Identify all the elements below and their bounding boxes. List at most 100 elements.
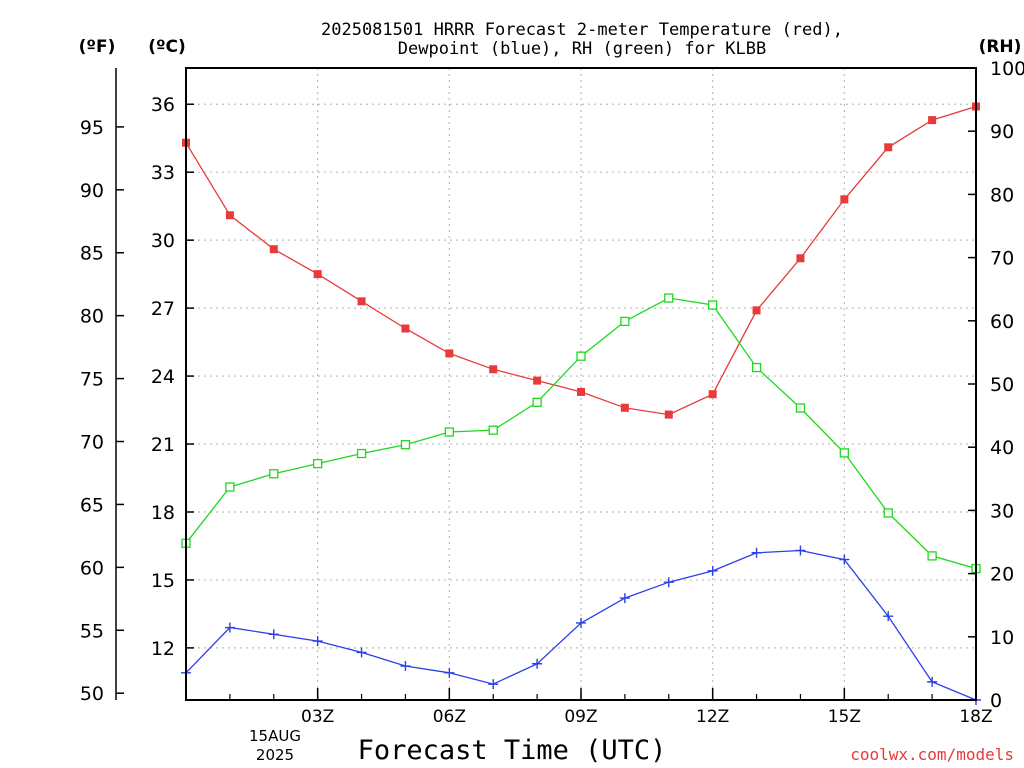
dewpoint-point — [312, 636, 323, 647]
rh-point — [751, 362, 762, 373]
tick-label-celsius: 27 — [151, 298, 175, 320]
dewpoint-point — [532, 658, 543, 669]
series-layer — [181, 102, 981, 705]
rh-point — [532, 397, 542, 407]
dewpoint-point — [268, 629, 279, 640]
temperature-point — [840, 195, 849, 204]
tick-label-rh: 30 — [990, 500, 1014, 522]
plot-frame — [185, 67, 977, 701]
dewpoint-point — [751, 547, 762, 558]
dewpoint-point — [444, 667, 455, 678]
dewpoint-point — [488, 679, 499, 690]
chart-title-line1: 2025081501 HRRR Forecast 2-meter Tempera… — [321, 20, 843, 40]
tick-label-hour: 15Z — [828, 707, 861, 727]
tick-label-rh: 70 — [990, 248, 1014, 270]
dewpoint-point — [663, 577, 674, 588]
rh-point — [313, 458, 323, 469]
rh-point — [356, 448, 367, 459]
rh-point — [795, 403, 806, 413]
rh-point — [839, 448, 849, 458]
tick-label-rh: 50 — [990, 374, 1014, 396]
dewpoint-point — [883, 611, 894, 622]
gridlines — [186, 68, 976, 700]
dewpoint-point — [576, 617, 586, 628]
tick-label-celsius: 24 — [151, 366, 175, 388]
rh-point — [488, 425, 498, 435]
dewpoint-point — [927, 676, 938, 687]
rh-point — [883, 508, 893, 518]
tick-label-fahrenheit: 50 — [80, 683, 104, 705]
temperature-point — [884, 143, 893, 152]
rh-point — [927, 551, 937, 561]
x-date-label-month: 15AUG — [249, 727, 301, 745]
tick-label-fahrenheit: 60 — [80, 557, 104, 579]
dewpoint-point — [356, 647, 367, 658]
rh-unit-label: (RH) — [979, 37, 1022, 57]
tick-label-hour: 06Z — [433, 707, 466, 727]
tick-label-rh: 100 — [990, 58, 1024, 80]
temperature-point — [752, 306, 761, 315]
rh-point — [576, 351, 586, 361]
chart-title-line2: Dewpoint (blue), RH (green) for KLBB — [398, 39, 766, 59]
temperature-point — [489, 365, 498, 374]
dewpoint-point — [224, 622, 235, 633]
tick-label-rh: 40 — [990, 437, 1014, 459]
dewpoint-point — [707, 565, 718, 576]
tick-label-hour: 12Z — [696, 707, 729, 727]
tick-label-fahrenheit: 80 — [80, 306, 104, 328]
tick-label-celsius: 30 — [151, 230, 175, 252]
fahrenheit-unit-label: (ºF) — [79, 37, 116, 57]
temperature-point — [313, 270, 322, 279]
tick-label-hour: 03Z — [301, 707, 334, 727]
temperature-point — [445, 349, 454, 358]
tick-label-celsius: 15 — [151, 570, 175, 592]
temperature-point — [796, 254, 805, 263]
tick-label-fahrenheit: 85 — [80, 243, 104, 265]
temperature-point — [269, 245, 278, 254]
temperature-point — [620, 403, 629, 412]
tick-label-fahrenheit: 95 — [80, 117, 104, 139]
dewpoint-point — [795, 545, 806, 556]
temperature-point — [708, 390, 717, 399]
tick-label-rh: 60 — [990, 311, 1014, 333]
temperature-point — [928, 116, 937, 125]
temperature-point — [401, 324, 410, 333]
celsius-unit-label: (ºC) — [148, 37, 186, 57]
temperature-point — [357, 297, 366, 306]
tick-label-fahrenheit: 90 — [80, 180, 104, 202]
rh-point — [400, 440, 411, 450]
tick-label-celsius: 12 — [151, 638, 175, 660]
rh-point — [664, 293, 674, 303]
x-axis-title: Forecast Time (UTC) — [358, 735, 667, 766]
dewpoint-point — [619, 593, 630, 604]
tick-label-celsius: 21 — [151, 434, 175, 456]
temperature-point — [225, 211, 234, 220]
tick-label-rh: 0 — [990, 690, 1002, 712]
tick-label-celsius: 33 — [151, 162, 175, 184]
tick-label-celsius: 18 — [151, 502, 175, 524]
tick-label-fahrenheit: 65 — [80, 494, 104, 516]
temperature-point — [577, 387, 585, 396]
tick-label-fahrenheit: 55 — [80, 620, 104, 642]
tick-label-rh: 20 — [990, 564, 1014, 586]
tick-label-fahrenheit: 70 — [80, 432, 104, 454]
rh-point — [444, 427, 454, 437]
temperature-point — [664, 410, 673, 419]
tick-label-rh: 80 — [990, 184, 1014, 206]
tick-label-rh: 90 — [990, 121, 1014, 143]
temperature-point — [533, 376, 542, 385]
tick-label-fahrenheit: 75 — [80, 369, 104, 391]
axis-ticks: 1215182124273033365055606570758085909501… — [80, 58, 1024, 727]
rh-point — [708, 300, 718, 310]
x-date-label-year: 2025 — [256, 746, 294, 764]
tick-label-celsius: 36 — [151, 94, 175, 116]
rh-point — [225, 482, 235, 492]
credit-label: coolwx.com/models — [850, 745, 1014, 764]
tick-label-rh: 10 — [990, 627, 1014, 649]
rh-point — [620, 316, 630, 327]
tick-label-hour: 09Z — [564, 707, 597, 727]
rh-point — [269, 469, 279, 479]
tick-label-hour: 18Z — [959, 707, 992, 727]
dewpoint-point — [839, 554, 850, 565]
